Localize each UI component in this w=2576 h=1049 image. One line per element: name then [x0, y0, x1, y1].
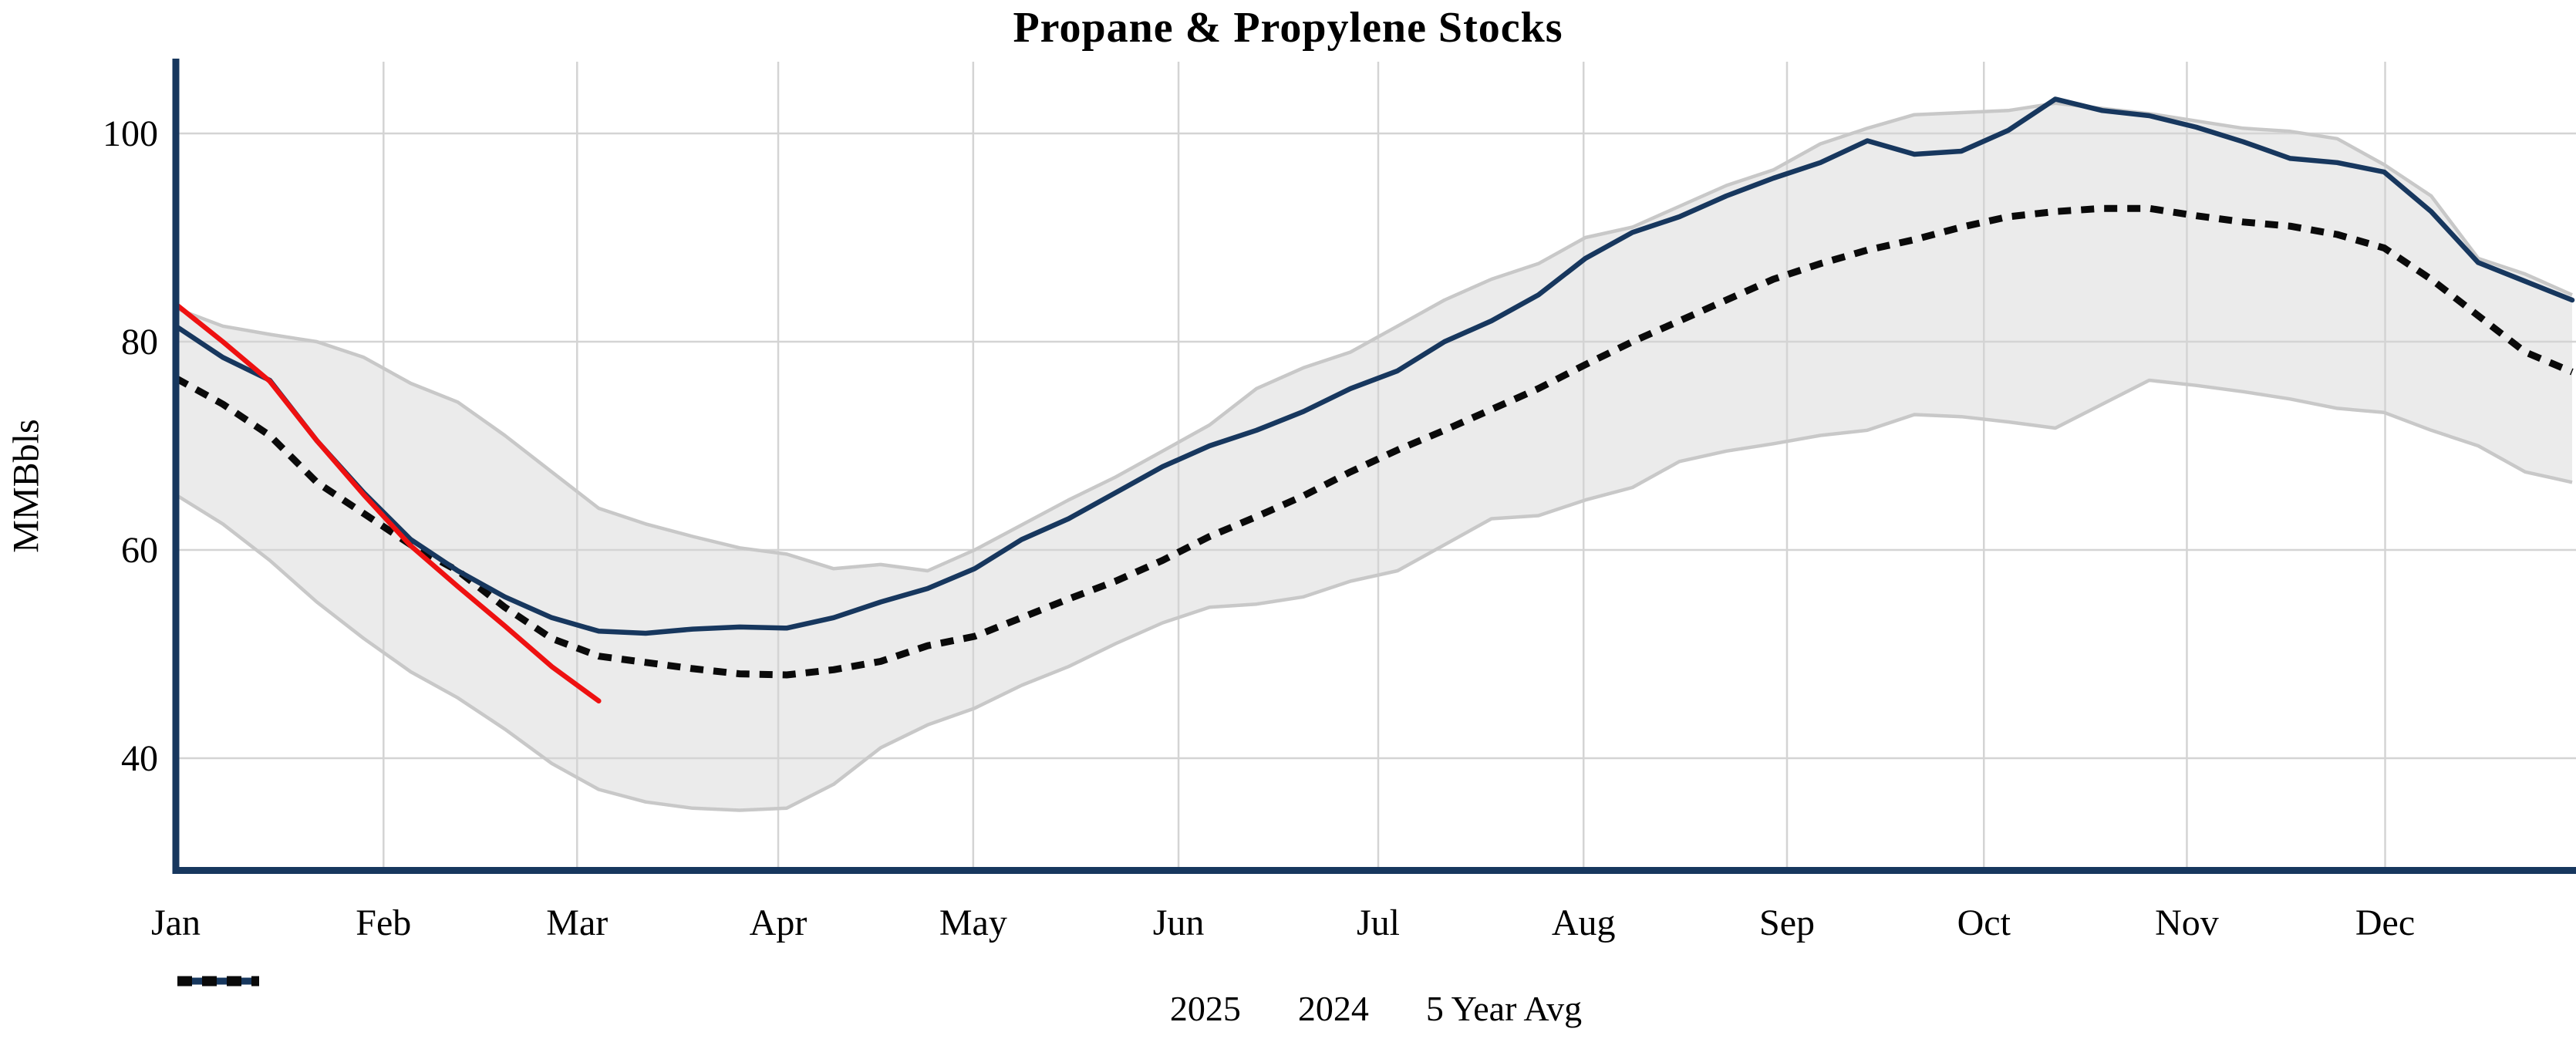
legend-label: 2024: [1297, 988, 1369, 1028]
legend-item-2025: 2025: [177, 977, 1241, 1029]
x-tick-label-apr: Apr: [750, 902, 808, 943]
five-year-range-band: [176, 103, 2572, 811]
series-line-2024: [173, 96, 2575, 636]
x-tick-label-jun: Jun: [1153, 902, 1205, 943]
y-tick-label: 60: [121, 530, 158, 571]
legend: 2025 2024 5 Year Avg: [176, 973, 2576, 1043]
legend-label: 2025: [1169, 988, 1241, 1028]
legend-swatch-dashed-line: [177, 976, 259, 987]
x-tick-label-aug: Aug: [1552, 902, 1616, 943]
x-tick-label-mar: Mar: [546, 902, 608, 943]
x-tick-label-jul: Jul: [1357, 902, 1400, 943]
y-tick-label: 100: [103, 113, 158, 154]
y-tick-label: 40: [121, 738, 158, 779]
x-tick-label-feb: Feb: [356, 902, 411, 943]
legend-item-2024: 2024: [177, 977, 1369, 1029]
chart-title: Propane & Propylene Stocks: [1013, 4, 1563, 52]
series-line-2025: [173, 302, 602, 704]
x-tick-label-sep: Sep: [1759, 902, 1815, 943]
band-lower-edge: [174, 378, 2573, 812]
band-upper-edge: [175, 101, 2573, 573]
x-tick-label-dec: Dec: [2355, 902, 2415, 943]
x-tick-label-jan: Jan: [151, 902, 201, 943]
x-tick-label-oct: Oct: [1957, 902, 2011, 943]
x-tick-label-nov: Nov: [2155, 902, 2219, 943]
legend-label: 5 Year Avg: [1425, 988, 1583, 1028]
series-line-5-year-avg: [174, 204, 2574, 679]
legend-item-5-year-avg: 5 Year Avg: [177, 976, 1583, 1029]
y-tick-label: 80: [121, 322, 158, 363]
x-tick-label-may: May: [939, 902, 1007, 943]
